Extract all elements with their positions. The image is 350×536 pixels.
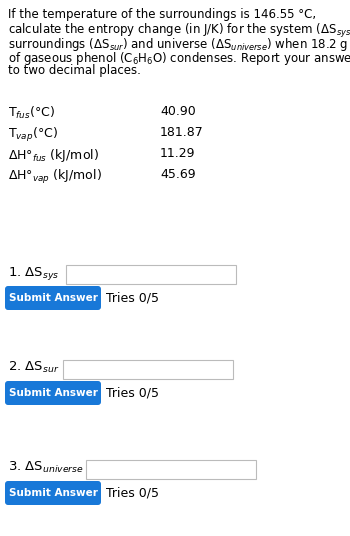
Text: of gaseous phenol (C$_6$H$_6$O) condenses. Report your answers: of gaseous phenol (C$_6$H$_6$O) condense… (8, 50, 350, 67)
Text: ΔH°$_{vap}$ (kJ/mol): ΔH°$_{vap}$ (kJ/mol) (8, 168, 102, 186)
Text: Submit Answer: Submit Answer (8, 293, 97, 303)
Text: 3. ΔS$_{universe}$: 3. ΔS$_{universe}$ (8, 460, 84, 475)
FancyBboxPatch shape (5, 381, 101, 405)
Text: Tries 0/5: Tries 0/5 (106, 386, 159, 399)
FancyBboxPatch shape (63, 360, 233, 379)
Text: surroundings (ΔS$_{sur}$) and universe (ΔS$_{universe}$) when 18.2 g: surroundings (ΔS$_{sur}$) and universe (… (8, 36, 348, 53)
Text: 11.29: 11.29 (160, 147, 196, 160)
Text: Tries 0/5: Tries 0/5 (106, 487, 159, 500)
Text: 181.87: 181.87 (160, 126, 204, 139)
FancyBboxPatch shape (5, 481, 101, 505)
Text: 1. ΔS$_{sys}$: 1. ΔS$_{sys}$ (8, 265, 60, 282)
Text: 2. ΔS$_{sur}$: 2. ΔS$_{sur}$ (8, 360, 60, 375)
FancyBboxPatch shape (5, 286, 101, 310)
Text: Tries 0/5: Tries 0/5 (106, 292, 159, 304)
Text: T$_{vap}$(°C): T$_{vap}$(°C) (8, 126, 58, 144)
Text: 45.69: 45.69 (160, 168, 196, 181)
Text: T$_{fus}$(°C): T$_{fus}$(°C) (8, 105, 55, 121)
FancyBboxPatch shape (66, 265, 236, 284)
Text: If the temperature of the surroundings is 146.55 °C,: If the temperature of the surroundings i… (8, 8, 316, 21)
Text: Submit Answer: Submit Answer (8, 388, 97, 398)
FancyBboxPatch shape (86, 460, 256, 479)
Text: 40.90: 40.90 (160, 105, 196, 118)
Text: Submit Answer: Submit Answer (8, 488, 97, 498)
Text: ΔH°$_{fus}$ (kJ/mol): ΔH°$_{fus}$ (kJ/mol) (8, 147, 99, 164)
Text: calculate the entropy change (in J/K) for the system (ΔS$_{sys}$),: calculate the entropy change (in J/K) fo… (8, 22, 350, 40)
Text: to two decimal places.: to two decimal places. (8, 64, 141, 77)
